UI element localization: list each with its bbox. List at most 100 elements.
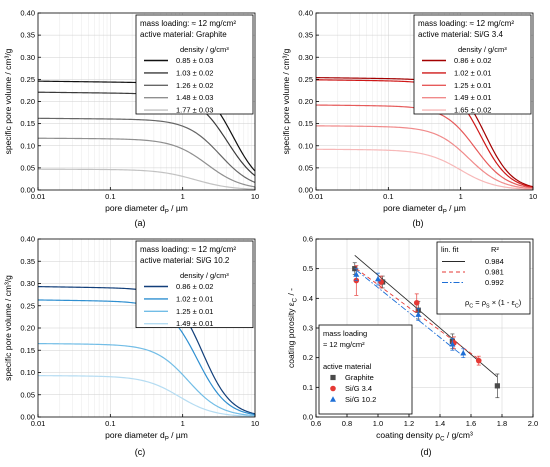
fit-legend-formula-part-5: C xyxy=(515,304,519,310)
y-tick-label: 0.25 xyxy=(298,75,313,84)
fit-legend-formula-part-3: S xyxy=(486,304,490,310)
y-tick-label: 0.30 xyxy=(20,53,35,62)
x-tick-label: 1.4 xyxy=(435,419,445,428)
y-tick-label: 0.40 xyxy=(298,9,313,18)
panel-caption: (d) xyxy=(421,447,432,457)
y-axis-title: coating porosity εC / - xyxy=(286,288,299,368)
data-point-0-4 xyxy=(494,383,500,389)
y-tick-label: 0.20 xyxy=(20,324,35,333)
fit-legend-header: lin. fit xyxy=(441,245,459,254)
y-tick-label: 0.5 xyxy=(303,264,313,273)
series-line-2 xyxy=(37,117,256,183)
data-point-2-4 xyxy=(460,350,467,356)
x-axis-title-part-1: P xyxy=(165,209,169,216)
y-tick-label: 0.10 xyxy=(298,141,313,150)
x-axis-title: coating density ρC / g/cm³ xyxy=(376,430,473,443)
data-point-2-3 xyxy=(449,341,456,347)
x-axis-title-part-0: pore diameter d xyxy=(105,203,165,213)
legend-entry: 1.77 ± 0.03 xyxy=(176,106,213,115)
panel-c: 0.01 0.1 1 10 0.00 0.05 0.10 0.15 0.20 0.25 0.30 0.… xyxy=(3,235,259,458)
y-tick-label: 0.40 xyxy=(20,235,35,244)
legend-entry: 1.03 ± 0.02 xyxy=(176,68,213,77)
y-tick-label: 0.35 xyxy=(20,31,35,40)
series-line-3 xyxy=(315,125,534,190)
x-tick-label: 1.6 xyxy=(466,419,476,428)
legend-entry: 1.48 ± 0.03 xyxy=(176,93,213,102)
x-axis-title-part-2: / µm xyxy=(447,203,466,213)
y-tick-label: 0.10 xyxy=(20,141,35,150)
fit-legend-r2-header: R² xyxy=(491,245,499,254)
y-axis-title: specific pore volume / cm³/g xyxy=(3,48,13,154)
x-axis-title-part-2: / µm xyxy=(169,430,188,440)
y-tick-label: 0.35 xyxy=(298,31,313,40)
x-axis-title: pore diameter dP / µm xyxy=(105,430,188,443)
fit-legend-formula-part-0: ρ xyxy=(465,298,469,307)
x-tick-label: 1.8 xyxy=(497,419,507,428)
x-axis-title-part-2: / µm xyxy=(169,203,188,213)
data-point-1-4 xyxy=(475,357,482,364)
panel-caption: (a) xyxy=(135,218,146,228)
legend-title: density / g/cm³ xyxy=(180,45,229,54)
y-tick-label: 0.0 xyxy=(303,413,313,422)
fit-legend-r2-value: 0.992 xyxy=(485,278,504,287)
legend-info-active-material: active material: Si/G 3.4 xyxy=(418,30,503,39)
y-tick-label: 0.00 xyxy=(20,413,35,422)
series-line-2 xyxy=(315,104,534,189)
data-point-2-0 xyxy=(353,271,360,277)
y-tick-label: 0.05 xyxy=(298,163,313,172)
material-legend-marker xyxy=(330,385,336,392)
material-legend-entry: Si/G 3.4 xyxy=(345,384,372,393)
data-point-2-1 xyxy=(375,275,381,282)
fit-legend-r2-value: 0.981 xyxy=(485,268,504,277)
x-axis-title: pore diameter dP / µm xyxy=(105,203,188,216)
y-tick-label: 0.1 xyxy=(303,383,313,392)
x-axis-title-part-1: C xyxy=(440,436,445,443)
y-axis-title-part-2: / - xyxy=(286,288,296,298)
x-axis-title-part-1: P xyxy=(165,436,169,443)
y-tick-label: 0.05 xyxy=(20,390,35,399)
material-legend-title: active material xyxy=(323,362,372,371)
x-tick-label: 0.1 xyxy=(105,192,115,201)
series-line-3 xyxy=(37,137,256,188)
series-line-4 xyxy=(315,148,534,190)
x-axis-title-part-1: P xyxy=(443,209,447,216)
series-line-3 xyxy=(37,375,256,418)
panel-caption: (b) xyxy=(413,218,424,228)
x-tick-label: 0.1 xyxy=(105,419,115,428)
y-tick-label: 0.3 xyxy=(303,324,313,333)
legend-entry: 1.65 ± 0.02 xyxy=(454,106,491,115)
legend-info-mass-loading: mass loading: ≈ 12 mg/cm² xyxy=(418,19,514,28)
x-tick-label: 1.0 xyxy=(373,419,383,428)
material-legend-marker xyxy=(330,396,336,402)
y-tick-label: 0.25 xyxy=(20,75,35,84)
material-legend-mass-loading: mass loading xyxy=(323,329,367,338)
y-axis-title-part-1: C xyxy=(292,297,299,302)
legend-title: density / g/cm³ xyxy=(458,45,507,54)
legend-entry: 1.25 ± 0.01 xyxy=(454,81,491,90)
legend-entry: 1.25 ± 0.01 xyxy=(176,307,213,316)
material-legend-mass-value: ≈ 12 mg/cm² xyxy=(323,340,365,349)
x-tick-label: 0.01 xyxy=(31,192,46,201)
x-axis-title-part-0: pore diameter d xyxy=(105,430,165,440)
y-axis-title-part-0: coating porosity ε xyxy=(286,302,296,368)
y-tick-label: 0.20 xyxy=(298,97,313,106)
x-tick-label: 10 xyxy=(529,192,537,201)
fit-line-1 xyxy=(356,268,480,360)
x-tick-label: 1.2 xyxy=(404,419,414,428)
y-axis-title: specific pore volume / cm³/g xyxy=(3,275,13,381)
x-axis-title-part-2: / g/cm³ xyxy=(444,430,473,440)
legend-info-mass-loading: mass loading: ≈ 12 mg/cm² xyxy=(140,19,236,28)
y-tick-label: 0.40 xyxy=(20,9,35,18)
legend-entry: 1.49 ± 0.01 xyxy=(454,93,491,102)
panel-d: 0.6 0.8 1.0 1.2 1.4 1.6 1.8 2.0 0.0 0.1 0.2 0.3 0.4 0… xyxy=(286,235,538,458)
material-legend-entry: Si/G 10.2 xyxy=(345,395,376,404)
panel-a: 0.01 0.1 1 10 0.00 0.05 0.10 0.15 0.20 0.25 0.30 0.… xyxy=(3,9,259,229)
legend-box xyxy=(135,240,254,328)
x-tick-label: 0.1 xyxy=(383,192,393,201)
fit-legend-box xyxy=(436,241,531,315)
legend-entry: 1.26 ± 0.02 xyxy=(176,81,213,90)
fit-legend-formula-part-6: ) xyxy=(519,298,522,307)
y-tick-label: 0.15 xyxy=(20,119,35,128)
x-tick-label: 1 xyxy=(181,419,185,428)
legend-entry: 1.02 ± 0.01 xyxy=(454,68,491,77)
